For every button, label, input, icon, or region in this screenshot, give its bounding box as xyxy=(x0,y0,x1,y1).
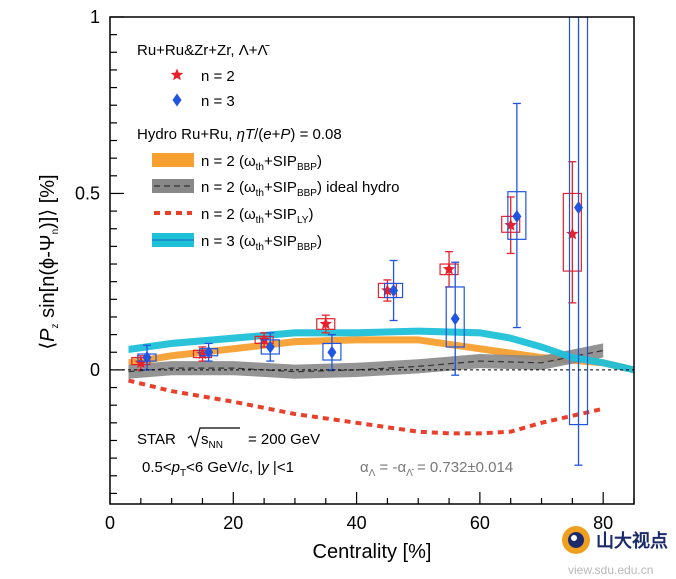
legend-label-n2: n = 2 xyxy=(201,68,235,85)
plot-frame xyxy=(109,16,635,505)
y-tick-label-1: 0.5 xyxy=(75,183,100,203)
legend-label-model-1: n = 2 (ωth+SIPBBP) xyxy=(201,153,322,173)
watermark: 山大视点 view.sdu.edu.cn xyxy=(562,526,668,577)
watermark-url: view.sdu.edu.cn xyxy=(568,563,653,577)
series-n3-point-7-sys-box xyxy=(507,191,527,240)
legend-header: Ru+Ru&Zr+Zr, Λ+Λ̄ xyxy=(137,42,269,59)
series-n2-point-6-marker xyxy=(442,262,456,275)
y-tick-label-2: 1 xyxy=(90,7,100,27)
annotation-energy: = 200 GeV xyxy=(248,431,320,448)
series-n3-point-6-marker xyxy=(450,312,460,326)
annotation-kinematics: 0.5<pT<6 GeV/c, |y |<1 xyxy=(142,459,294,479)
model-curve-3-line xyxy=(128,378,604,436)
data-points xyxy=(131,17,589,466)
series-n3-point-7-marker xyxy=(512,209,522,223)
series-n3 xyxy=(137,17,589,466)
annotations: STAR sNN = 200 GeV 0.5<pT<6 GeV/c, |y |<1 αΛ… xyxy=(137,427,513,479)
series-n2-point-8-sys-box xyxy=(562,192,582,272)
annotation-sqrt-s: sNN xyxy=(201,431,223,451)
x-tick-label-0: 0 xyxy=(105,513,115,533)
x-tick-label-80: 80 xyxy=(593,513,613,533)
series-n3-point-4-marker xyxy=(327,345,337,359)
legend-label-model-4: n = 3 (ωth+SIPBBP) xyxy=(201,233,322,253)
annotation-star: STAR xyxy=(137,431,176,448)
x-tick-label-40: 40 xyxy=(347,513,367,533)
watermark-logo-eye xyxy=(571,535,577,541)
series-n3-point-3-sys-box xyxy=(260,339,280,355)
series-n3-point-3-marker xyxy=(265,340,275,354)
legend-label-model-3: n = 2 (ωth+SIPLY) xyxy=(201,206,313,226)
series-n3-point-4-sys-box xyxy=(322,342,342,361)
watermark-brand: 山大视点 xyxy=(596,530,668,551)
series-n3-point-5-sys-box xyxy=(383,282,404,299)
y-axis-title: ⟨Pz sin[n(ϕ-Ψn)]⟩ [%] xyxy=(37,174,61,349)
legend: Ru+Ru&Zr+Zr, Λ+Λ̄ n = 2 n = 3 Hydro Ru+Ru, … xyxy=(137,42,400,253)
sqrt-symbol xyxy=(187,427,240,448)
legend-label-n3: n = 3 xyxy=(201,93,235,110)
axes: 0 20 40 60 80 0 0.5 1 Centrality [%] ⟨Pz sin[n(ϕ-… xyxy=(37,7,635,563)
series-n2-point-7-sys-box xyxy=(501,215,521,233)
x-tick-label-60: 60 xyxy=(470,513,490,533)
series-n3-point-6-sys-box xyxy=(445,286,465,348)
series-n2-point-4-marker xyxy=(319,317,332,330)
series-n3-point-8-marker xyxy=(574,201,584,215)
y-tick-label-0: 0 xyxy=(90,360,100,380)
legend-label-model-2: n = 2 (ωth+SIPBBP) ideal hydro xyxy=(201,179,400,199)
model-curve-2-band xyxy=(128,343,604,379)
series-n3-point-5-marker xyxy=(389,283,399,297)
legend-swatch-2 xyxy=(152,179,194,193)
legend-model-header: Hydro Ru+Ru, ηT/(e+P) = 0.08 xyxy=(137,126,342,143)
annotation-alpha: αΛ = -αΛ̄ = 0.732±0.014 xyxy=(360,459,513,479)
legend-marker-n2 xyxy=(170,68,184,81)
legend-marker-n3 xyxy=(172,93,182,107)
series-n3-point-1-marker xyxy=(142,351,152,365)
x-tick-label-20: 20 xyxy=(223,513,243,533)
series-n2-point-1-marker xyxy=(134,356,147,369)
series-n3-point-8-sys-box xyxy=(568,17,589,426)
series-n3-point-2-marker xyxy=(204,345,214,359)
model-curves xyxy=(128,327,634,436)
model-curve-2-line xyxy=(128,349,604,373)
model-curve-1-band xyxy=(128,336,634,374)
x-axis-title: Centrality [%] xyxy=(313,541,432,563)
legend-swatch-1 xyxy=(152,153,194,167)
